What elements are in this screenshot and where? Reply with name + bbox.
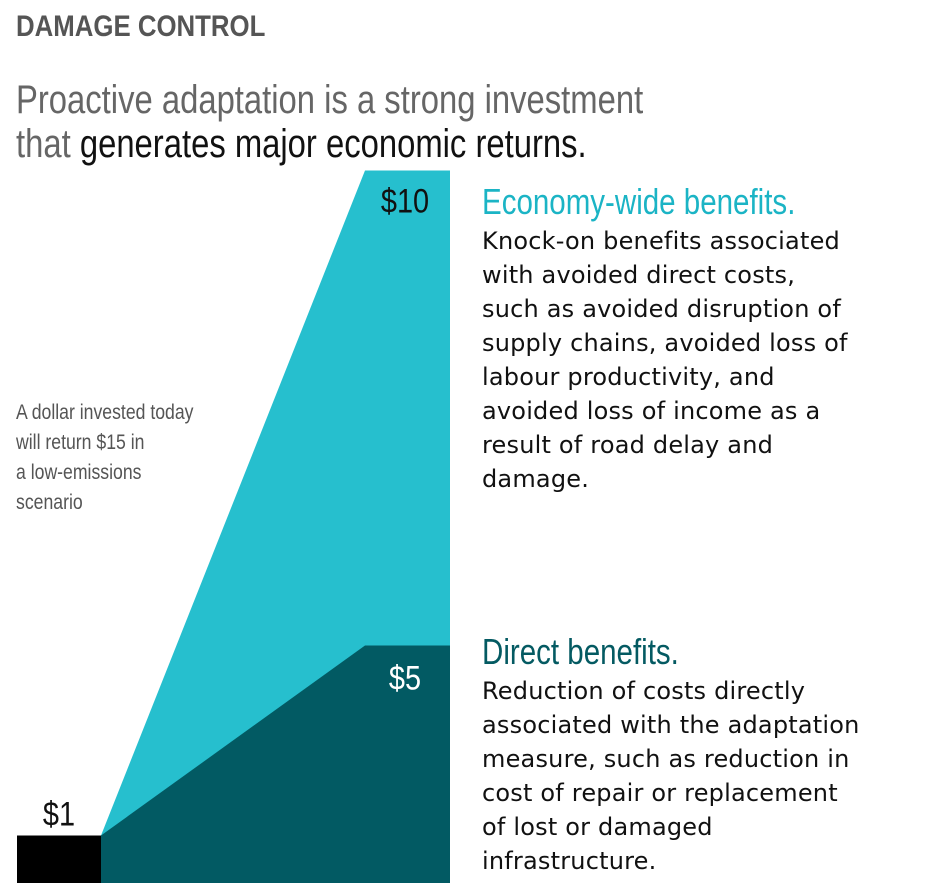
direct-value-label: $5 <box>389 658 421 697</box>
description-line: Reduction of costs directly <box>482 677 806 705</box>
side-note-line: A dollar invested today <box>16 401 194 424</box>
headline: Proactive adaptation is a strong investm… <box>16 78 643 166</box>
investment-value-label: $1 <box>43 794 75 833</box>
description-line: associated with the adaptation <box>482 711 860 739</box>
direct-benefits-title: Direct benefits. <box>482 631 679 672</box>
side-note-line: a low-emissions <box>16 461 142 484</box>
description-line: infrastructure. <box>482 847 657 875</box>
description-line: measure, such as reduction in <box>482 745 850 773</box>
description-line: damage. <box>482 465 590 493</box>
description-line: cost of repair or replacement <box>482 779 838 807</box>
description-line: such as avoided disruption of <box>482 295 841 323</box>
description-line: of lost or damaged <box>482 813 713 841</box>
headline-line-2: that generates major economic returns. <box>16 122 643 166</box>
side-note-line: scenario <box>16 491 83 514</box>
description-line: with avoided direct costs, <box>482 261 796 289</box>
headline-line-2-light: that <box>16 122 80 166</box>
side-note: A dollar invested today will return $15 … <box>16 398 194 518</box>
description-line: labour productivity, and <box>482 363 775 391</box>
economy-wide-benefits-title: Economy-wide benefits. <box>482 181 796 222</box>
investment-bar <box>17 835 101 883</box>
direct-benefits-description: Reduction of costs directly associated w… <box>482 674 932 878</box>
description-line: avoided loss of income as a <box>482 397 821 425</box>
description-line: result of road delay and <box>482 431 774 459</box>
direct-benefits-area <box>101 645 450 883</box>
kicker-title: DAMAGE CONTROL <box>16 10 266 43</box>
headline-line-1: Proactive adaptation is a strong investm… <box>16 78 644 122</box>
description-line: supply chains, avoided loss of <box>482 329 848 357</box>
side-note-line: will return $15 in <box>16 431 145 454</box>
economy-wide-benefits-description: Knock-on benefits associated with avoide… <box>482 224 932 496</box>
headline-line-2-emphasis: generates major economic returns. <box>79 122 587 166</box>
description-line: Knock-on benefits associated <box>482 227 840 255</box>
economy-wide-value-label: $10 <box>381 181 429 220</box>
